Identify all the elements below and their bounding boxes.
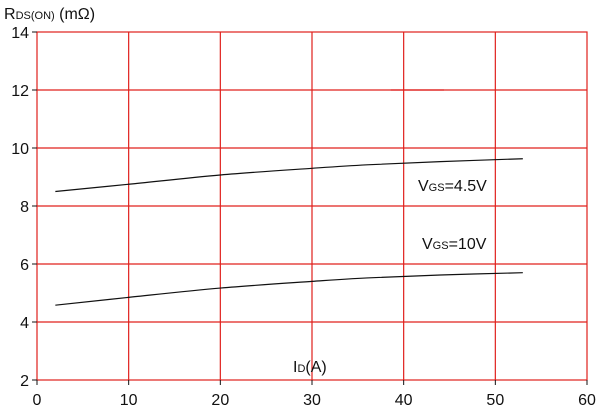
y-axis-label: RDS(ON) (mΩ) (4, 6, 95, 23)
x-tick-label: 60 (578, 392, 596, 409)
series-point-1 (220, 287, 221, 288)
series-label-value: =4.5V (445, 178, 488, 195)
y-axis-label-main: R (4, 6, 16, 23)
x-tick-label: 0 (33, 392, 42, 409)
y-tick-label: 2 (20, 373, 29, 390)
series-point-0 (55, 191, 56, 192)
series-point-1 (440, 274, 441, 275)
series-label-main: V (418, 178, 429, 195)
y-axis-label-sub: DS(ON) (16, 10, 55, 22)
series-label-value: =10V (449, 236, 487, 253)
series-point-0 (220, 174, 221, 175)
series-point-0 (311, 168, 312, 169)
x-axis-label: ID(A) (293, 359, 327, 376)
series-label-main: V (422, 236, 433, 253)
series-label-sub: GS (429, 182, 445, 194)
x-axis-label-unit: (A) (305, 359, 326, 376)
series-line-1 (55, 273, 522, 305)
x-tick-label: 20 (211, 392, 229, 409)
y-tick-label: 4 (20, 315, 29, 332)
series-point-1 (128, 297, 129, 298)
y-axis-label-unit: (mΩ) (55, 6, 95, 23)
x-tick-label: 40 (395, 392, 413, 409)
y-tick-label: 8 (20, 199, 29, 216)
y-tick-label: 10 (11, 141, 29, 158)
series-point-0 (440, 161, 441, 162)
series-point-0 (128, 184, 129, 185)
series-point-0 (522, 158, 523, 159)
series-point-1 (522, 272, 523, 273)
x-tick-label: 50 (486, 392, 504, 409)
x-axis-ticks: 0 10 20 30 40 50 60 (33, 380, 596, 409)
y-tick-label: 14 (11, 25, 29, 42)
series-point-0 (366, 164, 367, 165)
series-label-sub: GS (433, 240, 449, 252)
series-point-1 (55, 305, 56, 306)
x-axis-label-sub: D (297, 363, 305, 375)
x-tick-label: 30 (303, 392, 321, 409)
series-point-1 (366, 277, 367, 278)
y-tick-label: 6 (20, 257, 29, 274)
x-tick-label: 10 (120, 392, 138, 409)
y-axis-ticks: 2 4 6 8 10 12 14 (11, 25, 37, 390)
series-point-1 (311, 281, 312, 282)
y-tick-label: 12 (11, 83, 29, 100)
series-label-vgs-10: VGS=10V (422, 236, 487, 253)
series-label-vgs-4-5: VGS=4.5V (418, 178, 487, 195)
grid (37, 32, 587, 380)
